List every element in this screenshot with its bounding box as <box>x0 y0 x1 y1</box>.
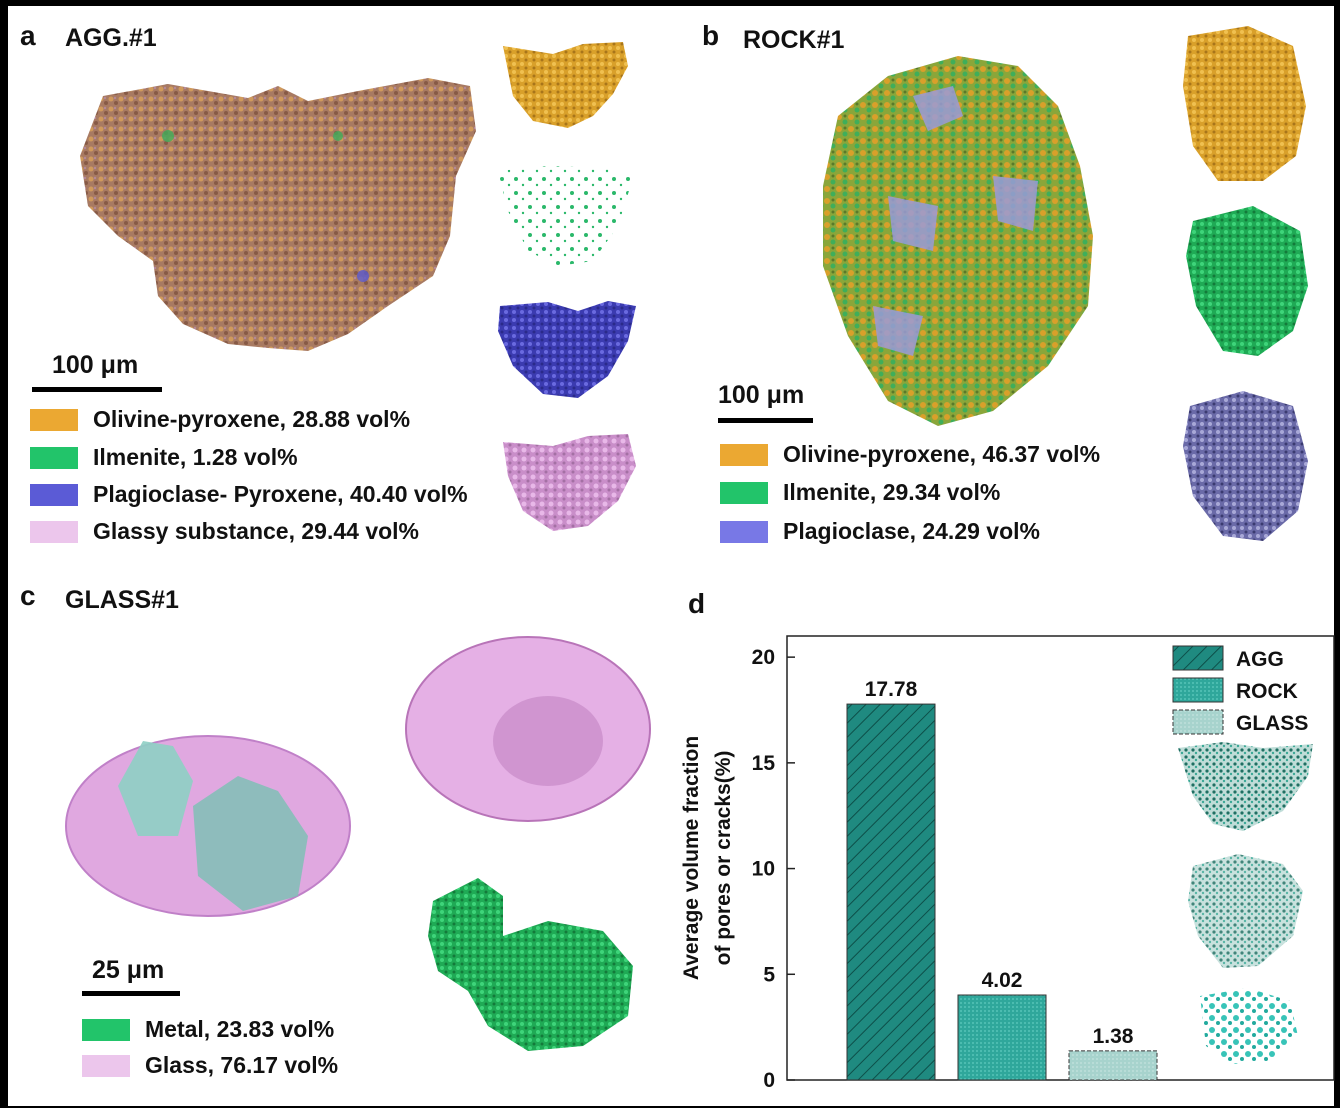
legend-swatch-agg <box>1172 645 1224 671</box>
y-axis-label: Average volume fraction <box>680 736 703 980</box>
legend-swatch <box>720 443 768 466</box>
chart-bars: 17.78 4.02 1.38 <box>846 678 1158 1081</box>
rock-olivine-render <box>1183 26 1306 181</box>
panel-b-title: ROCK#1 <box>743 26 845 54</box>
agg-ilmenite-render <box>498 166 633 266</box>
legend-swatch <box>30 520 78 543</box>
bar-value-label: 17.78 <box>865 678 918 701</box>
metal-inclusion <box>118 741 193 836</box>
figure-canvas: a AGG.#1 <box>8 6 1335 1106</box>
legend-swatch <box>30 483 78 506</box>
legend-a-item: Olivine-pyroxene, 28.88 vol% <box>30 406 410 433</box>
legend-label: Olivine-pyroxene, 46.37 vol% <box>783 441 1101 467</box>
panel-b-scale-label: 100 μm <box>718 381 805 409</box>
legend-label: Ilmenite, 1.28 vol% <box>93 444 298 470</box>
panel-a-scale-bar <box>32 387 162 392</box>
panel-c-scale-bar <box>82 991 180 996</box>
legend-label: Metal, 23.83 vol% <box>145 1016 335 1042</box>
panel-c-title: GLASS#1 <box>65 586 179 614</box>
legend-c-item: Metal, 23.83 vol% <box>82 1016 334 1043</box>
rock-plagioclase-render <box>1183 391 1308 541</box>
plot-frame <box>786 635 1335 1081</box>
metal-inclusion <box>193 776 308 911</box>
agg-plagioclase-render <box>498 301 636 398</box>
legend-swatch <box>720 520 768 543</box>
panel-a-scale-label: 100 μm <box>52 351 139 379</box>
y-tick-label: 15 <box>752 752 776 775</box>
panel-b-scale-bar <box>718 418 813 423</box>
legend-a-item: Plagioclase- Pyroxene, 40.40 vol% <box>30 481 468 508</box>
panel-c-render <box>65 636 651 1051</box>
y-tick-label: 5 <box>763 963 775 986</box>
panel-b-letter: b <box>702 20 720 51</box>
legend-label: Ilmenite, 29.34 vol% <box>783 479 1001 505</box>
bar-value-label: 1.38 <box>1093 1025 1134 1048</box>
y-tick-label: 0 <box>763 1069 775 1092</box>
legend-label-agg: AGG <box>1236 648 1284 671</box>
legend-swatch-rock <box>1172 677 1224 703</box>
legend-swatch <box>82 1018 130 1041</box>
agg-glassy-render <box>503 434 636 531</box>
legend-b-item: Ilmenite, 29.34 vol% <box>720 479 1000 506</box>
y-tick-label: 10 <box>752 858 775 881</box>
panel-c-letter: c <box>20 580 36 611</box>
chart-legend: AGG ROCK GLASS <box>1172 645 1308 735</box>
panel-b-render <box>823 26 1308 541</box>
agg-olivine-render <box>503 42 628 128</box>
legend-b-item: Olivine-pyroxene, 46.37 vol% <box>720 441 1100 468</box>
legend-label: Plagioclase, 24.29 vol% <box>783 518 1040 544</box>
bar-value-label: 4.02 <box>982 969 1023 992</box>
legend-label: Glass, 76.17 vol% <box>145 1052 339 1078</box>
legend-swatch <box>720 481 768 504</box>
legend-swatch <box>30 446 78 469</box>
rock-pores-render <box>1188 854 1303 968</box>
legend-swatch <box>30 408 78 431</box>
bar-glass <box>1068 1050 1158 1081</box>
legend-label-rock: ROCK <box>1236 680 1298 703</box>
panel-a-render <box>80 42 636 531</box>
y-axis-label: of pores or cracks(%) <box>712 751 735 966</box>
legend-swatch <box>82 1054 130 1077</box>
panel-d-letter: d <box>688 588 706 619</box>
rock-ilmenite-render <box>1186 206 1308 356</box>
legend-label: Olivine-pyroxene, 28.88 vol% <box>93 406 411 432</box>
glass-pores-render <box>1200 988 1298 1064</box>
legend-swatch-glass <box>1172 709 1224 735</box>
legend-label: Glassy substance, 29.44 vol% <box>93 518 420 544</box>
panel-a-title: AGG.#1 <box>65 24 157 52</box>
bar-chart: 0 5 10 15 20 Average volume fraction of pores … <box>680 635 1335 1092</box>
panel-a-letter: a <box>20 20 36 51</box>
legend-label-glass: GLASS <box>1236 712 1308 735</box>
chart-axes: 0 5 10 15 20 Average volume fraction of pores … <box>680 635 1335 1092</box>
agg-particle <box>80 78 476 351</box>
legend-b-item: Plagioclase, 24.29 vol% <box>720 518 1040 545</box>
agg-pores-render <box>1178 742 1313 831</box>
legend-c-item: Glass, 76.17 vol% <box>82 1052 338 1079</box>
legend-label: Plagioclase- Pyroxene, 40.40 vol% <box>93 481 468 507</box>
metal-render <box>428 878 633 1051</box>
legend-a-item: Glassy substance, 29.44 vol% <box>30 518 419 545</box>
bar-rock <box>957 994 1047 1081</box>
panel-c-scale-label: 25 μm <box>92 956 165 984</box>
y-tick-label: 20 <box>752 646 775 669</box>
legend-a-item: Ilmenite, 1.28 vol% <box>30 444 298 471</box>
bar-agg <box>846 703 936 1081</box>
